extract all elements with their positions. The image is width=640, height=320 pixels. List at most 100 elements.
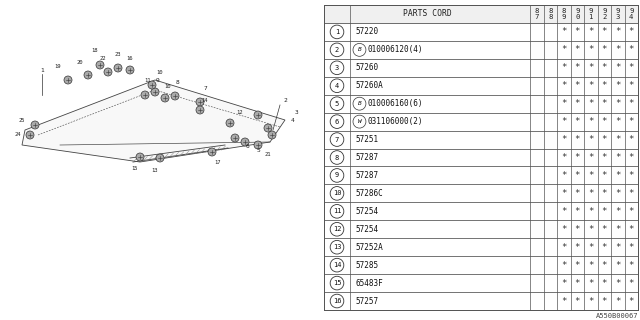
Circle shape	[353, 115, 366, 128]
Text: 3: 3	[335, 65, 339, 71]
Circle shape	[330, 115, 344, 128]
Text: *: *	[615, 28, 620, 36]
Text: *: *	[628, 99, 634, 108]
Text: A550B00067: A550B00067	[595, 313, 638, 319]
Circle shape	[171, 92, 179, 100]
Text: 57251: 57251	[355, 135, 378, 144]
Circle shape	[330, 25, 344, 39]
Text: *: *	[575, 28, 580, 36]
Text: *: *	[615, 279, 620, 288]
Circle shape	[26, 131, 34, 139]
Text: *: *	[602, 28, 607, 36]
Text: 14: 14	[333, 262, 341, 268]
Text: 8: 8	[548, 14, 552, 20]
Bar	[324, 220, 638, 238]
Bar	[324, 59, 638, 77]
Text: 9: 9	[616, 8, 620, 14]
Text: 1: 1	[589, 14, 593, 20]
Text: *: *	[575, 135, 580, 144]
Text: W: W	[358, 119, 362, 124]
Text: *: *	[588, 81, 593, 90]
Circle shape	[114, 64, 122, 72]
Text: *: *	[602, 81, 607, 90]
Text: 8: 8	[335, 155, 339, 161]
Text: 16: 16	[127, 55, 133, 60]
Circle shape	[196, 106, 204, 114]
Text: 10: 10	[164, 84, 172, 89]
Text: *: *	[588, 243, 593, 252]
Text: B: B	[358, 101, 362, 106]
Text: 11: 11	[145, 77, 151, 83]
Text: 6: 6	[246, 145, 250, 149]
Bar	[324, 202, 638, 220]
Bar	[324, 41, 638, 59]
Bar	[324, 148, 638, 166]
Text: *: *	[588, 297, 593, 306]
Circle shape	[241, 138, 249, 146]
Circle shape	[330, 97, 344, 110]
Circle shape	[31, 121, 39, 129]
Text: *: *	[561, 81, 566, 90]
Text: 15: 15	[132, 165, 138, 171]
Circle shape	[330, 151, 344, 164]
Text: *: *	[628, 297, 634, 306]
Text: 8: 8	[548, 8, 552, 14]
Text: 57286C: 57286C	[355, 189, 383, 198]
Text: *: *	[628, 28, 634, 36]
Text: *: *	[602, 225, 607, 234]
Text: *: *	[588, 153, 593, 162]
Text: *: *	[575, 207, 580, 216]
Text: *: *	[561, 117, 566, 126]
Text: *: *	[561, 207, 566, 216]
Circle shape	[330, 133, 344, 146]
Circle shape	[264, 124, 272, 132]
Text: *: *	[588, 225, 593, 234]
Text: *: *	[628, 207, 634, 216]
Text: *: *	[561, 28, 566, 36]
Circle shape	[330, 294, 344, 308]
Text: 16: 16	[333, 298, 341, 304]
Text: *: *	[615, 81, 620, 90]
Text: *: *	[588, 207, 593, 216]
Text: *: *	[561, 261, 566, 270]
Text: 9: 9	[156, 77, 160, 83]
Text: *: *	[602, 63, 607, 72]
Text: 5: 5	[335, 101, 339, 107]
Bar	[324, 5, 638, 23]
Text: *: *	[561, 63, 566, 72]
Circle shape	[64, 76, 72, 84]
Text: *: *	[615, 63, 620, 72]
Text: 7: 7	[203, 85, 207, 91]
Circle shape	[136, 153, 144, 161]
Text: *: *	[615, 189, 620, 198]
Bar	[324, 184, 638, 202]
Text: 1: 1	[40, 68, 44, 73]
Circle shape	[84, 71, 92, 79]
Text: 7: 7	[335, 137, 339, 142]
Bar	[324, 292, 638, 310]
Text: 18: 18	[92, 47, 99, 52]
Text: *: *	[575, 225, 580, 234]
Circle shape	[330, 222, 344, 236]
Text: 10: 10	[333, 190, 341, 196]
Circle shape	[268, 131, 276, 139]
Text: *: *	[615, 225, 620, 234]
Bar	[324, 95, 638, 113]
Text: *: *	[615, 45, 620, 54]
Text: 57260A: 57260A	[355, 81, 383, 90]
Text: *: *	[575, 189, 580, 198]
Text: *: *	[561, 99, 566, 108]
Text: 10: 10	[157, 69, 163, 75]
Text: 9: 9	[561, 14, 566, 20]
Circle shape	[330, 79, 344, 92]
Text: 12: 12	[333, 226, 341, 232]
Text: 12: 12	[237, 109, 243, 115]
Text: *: *	[588, 117, 593, 126]
Text: 9: 9	[602, 8, 607, 14]
Circle shape	[96, 61, 104, 69]
Bar	[324, 23, 638, 41]
Circle shape	[330, 204, 344, 218]
Bar	[324, 166, 638, 184]
Text: *: *	[602, 45, 607, 54]
Text: *: *	[628, 243, 634, 252]
